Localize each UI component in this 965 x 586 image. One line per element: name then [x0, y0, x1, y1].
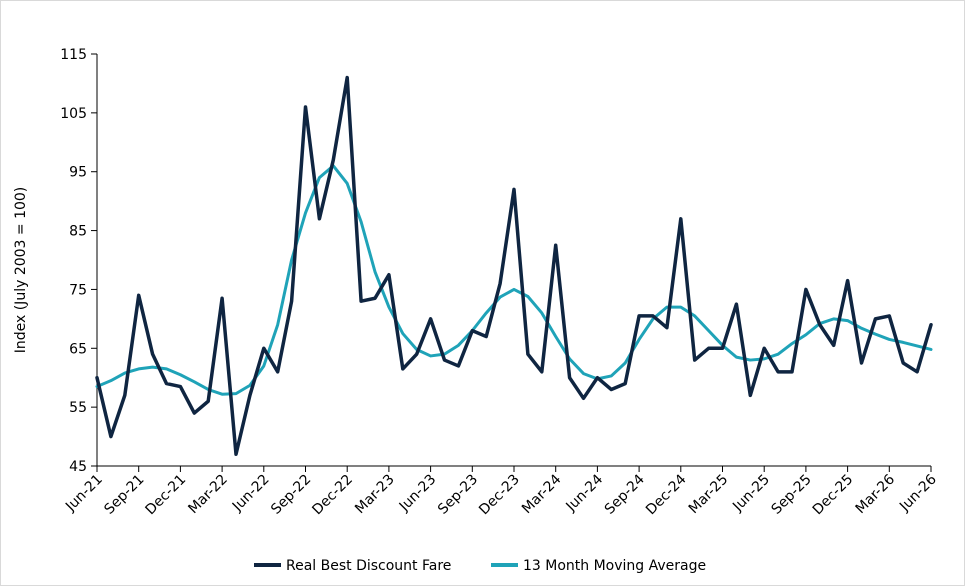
y-tick-label: 55	[69, 400, 87, 416]
x-tick-label: Dec-23	[476, 472, 523, 519]
x-tick-label: Sep-25	[769, 472, 815, 518]
x-tick-label: Jun-22	[229, 472, 273, 516]
x-tick-label: Dec-21	[143, 472, 190, 519]
y-tick-label: 95	[69, 165, 87, 181]
x-tick-label: Jun-23	[396, 472, 440, 516]
x-tick-label: Mar-25	[686, 472, 732, 518]
x-tick-label: Sep-23	[435, 472, 481, 518]
legend-label-moving-average: 13 Month Moving Average	[523, 558, 706, 574]
x-tick-label: Jun-25	[729, 472, 773, 516]
x-tick-label: Sep-21	[101, 472, 147, 518]
y-tick-label: 65	[69, 341, 87, 357]
series-line-real-fare	[95, 75, 933, 456]
x-tick-label: Dec-24	[643, 471, 690, 518]
x-tick-label: Sep-24	[602, 471, 648, 517]
series-layer	[95, 75, 933, 456]
legend: Real Best Discount Fare 13 Month Moving …	[254, 558, 706, 574]
x-tick-label: Mar-24	[519, 471, 565, 517]
x-tick-label: Dec-25	[810, 472, 857, 519]
x-tick-label: Mar-23	[352, 472, 398, 518]
x-tick-label: Dec-22	[309, 472, 356, 519]
x-tick-label: Sep-22	[268, 472, 314, 518]
x-tick-label: Mar-26	[853, 471, 899, 517]
y-tick-label: 105	[60, 106, 87, 122]
x-axis: Jun-21Sep-21Dec-21Mar-22Jun-22Sep-22Dec-…	[62, 465, 940, 519]
x-tick-label: Mar-22	[185, 472, 231, 518]
y-axis: 45 55 65 75 85 95 105 115	[60, 47, 98, 475]
x-tick-label: Jun-21	[62, 472, 106, 516]
x-tick-label: Jun-24	[563, 471, 607, 515]
x-tick-label: Jun-26	[896, 471, 940, 515]
y-tick-label: 75	[69, 282, 87, 298]
y-tick-label: 115	[60, 47, 87, 63]
y-tick-label: 45	[69, 459, 87, 475]
y-axis-title: Index (July 2003 = 100)	[13, 187, 29, 354]
legend-label-real-fare: Real Best Discount Fare	[286, 558, 451, 574]
y-tick-label: 85	[69, 224, 87, 240]
